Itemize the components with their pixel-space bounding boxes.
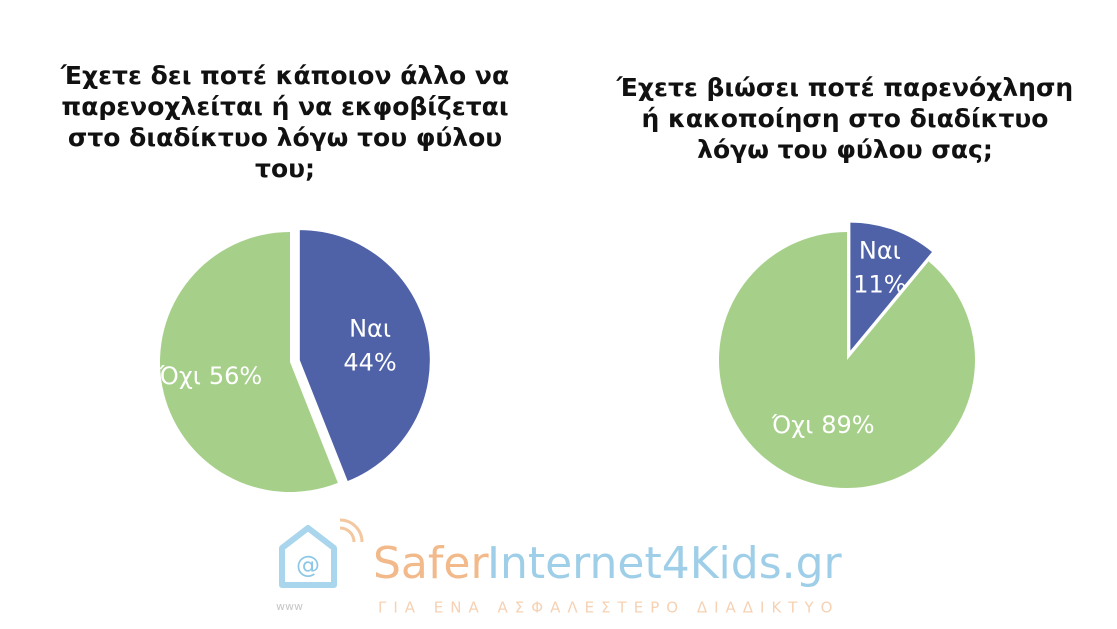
value-label: 44% — [343, 349, 396, 377]
pie-slice — [299, 230, 430, 481]
logo: @ Safer Internet4Kids.gr ΓΙΑ ΕΝΑ ΑΣΦΑΛΕΣ… — [276, 518, 843, 617]
logo-signal — [339, 518, 364, 543]
value-label: 56% — [209, 362, 262, 390]
value-label: 11% — [853, 271, 906, 299]
value-label: 89% — [821, 411, 874, 439]
category-label: Ναι — [859, 237, 901, 265]
data-label: Όχι 56% — [158, 362, 262, 390]
logo-name-a: Safer — [373, 538, 489, 589]
pie-slice — [160, 232, 338, 492]
logo-tagline: ΓΙΑ ΕΝΑ ΑΣΦΑΛΕΣΤΕΡΟ ΔΙΑΔΙΚΤΥΟ — [378, 599, 839, 617]
data-label: Ναι 44% — [343, 315, 396, 377]
category-label: Όχι — [771, 411, 813, 439]
chart-title: Έχετε βιώσει ποτέ παρενόχληση ή κακοποίη… — [616, 73, 1074, 164]
logo-name-b: Internet4Kids.gr — [487, 538, 843, 589]
logo-at: @ — [296, 551, 320, 579]
logo-www: www — [276, 600, 303, 613]
data-label: Όχι 89% — [771, 411, 875, 439]
category-label: Ναι — [349, 315, 391, 343]
pie-slice — [719, 232, 976, 489]
data-label: Ναι 11% — [853, 237, 906, 299]
chart-title: Έχετε δει ποτέ κάποιον άλλο να παρενοχλε… — [60, 61, 510, 183]
logo-house — [279, 525, 337, 588]
category-label: Όχι — [158, 362, 200, 390]
pie-slice — [850, 222, 932, 351]
